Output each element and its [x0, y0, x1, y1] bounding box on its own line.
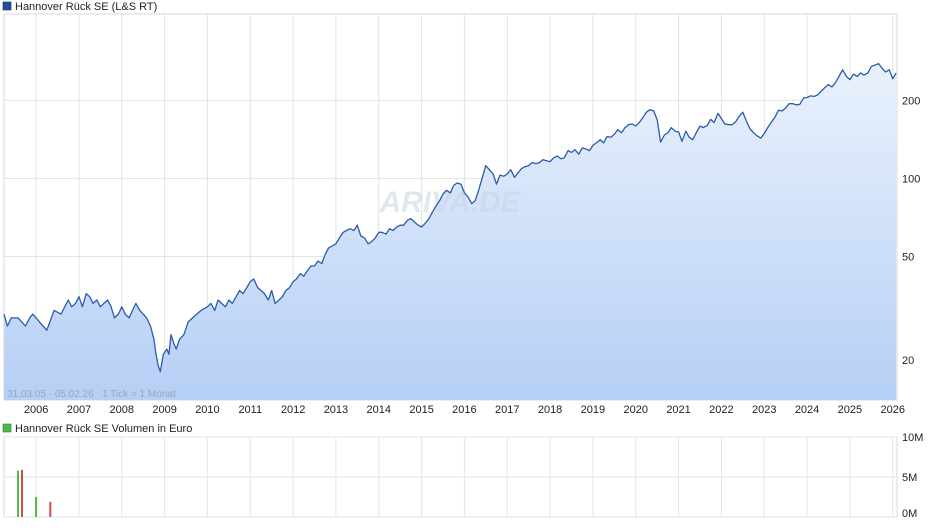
price-x-axis: 2006 2007 2008 2009 2010 2011 2012 2013 2014 2015…: [24, 404, 905, 416]
x-tick-label: 2019: [581, 404, 605, 416]
x-tick-label: 2012: [281, 404, 305, 416]
price-area: [4, 63, 897, 400]
x-tick-label: 2006: [24, 404, 48, 416]
volume-legend-swatch: [2, 423, 12, 433]
volume-grid: [4, 436, 897, 518]
x-tick-label: 2018: [538, 404, 562, 416]
watermark: ARIVA.DE: [378, 186, 521, 219]
x-tick-label: 2022: [709, 404, 733, 416]
volume-y-axis: 0M 5M 10M: [902, 432, 923, 520]
volume-bar: [17, 470, 20, 517]
x-tick-label: 2023: [752, 404, 776, 416]
x-tick-label: 2015: [409, 404, 433, 416]
price-line: [3, 62, 897, 373]
price-area-fill: [4, 63, 897, 400]
x-tick-label: 2011: [238, 404, 262, 416]
price-series-line: [3, 62, 897, 373]
y-tick-label: 100: [902, 173, 920, 185]
x-tick-label: 2025: [838, 404, 862, 416]
volume-bar: [35, 497, 38, 517]
x-tick-label: 2007: [67, 404, 91, 416]
y-tick-label: 50: [902, 252, 914, 264]
price-chart-title: Hannover Rück SE (L&S RT): [15, 1, 157, 13]
x-tick-label: 2020: [623, 404, 647, 416]
x-tick-label: 2026: [880, 404, 904, 416]
volume-y-tick-label: 0M: [902, 508, 917, 520]
volume-chart-title: Hannover Rück SE Volumen in Euro: [15, 423, 192, 435]
volume-y-tick-label: 10M: [902, 432, 923, 444]
x-tick-label: 2008: [110, 404, 134, 416]
x-tick-label: 2009: [152, 404, 176, 416]
volume-bar: [21, 469, 23, 517]
x-tick-label: 2013: [324, 404, 348, 416]
x-tick-label: 2016: [452, 404, 476, 416]
y-tick-label: 20: [902, 355, 914, 367]
x-tick-label: 2017: [495, 404, 519, 416]
volume-y-tick-label: 5M: [902, 472, 917, 484]
volume-bar: [49, 501, 52, 517]
volume-bars: [17, 469, 52, 517]
price-legend-swatch: [2, 1, 12, 11]
x-tick-label: 2014: [367, 404, 391, 416]
x-tick-label: 2010: [195, 404, 219, 416]
x-tick-label: 2021: [666, 404, 690, 416]
price-y-axis: 20 50 100 200: [902, 95, 920, 367]
y-tick-label: 200: [902, 95, 920, 107]
date-range-info: 31.03.05 - 05.02.26 1 Tick = 1 Monat: [7, 389, 176, 400]
x-tick-label: 2024: [795, 404, 819, 416]
